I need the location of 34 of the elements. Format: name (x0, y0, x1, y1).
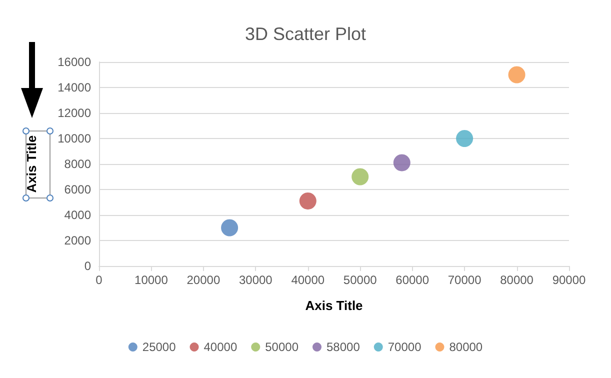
x-tick-label: 80000 (500, 273, 534, 287)
y-tick-label: 0 (84, 259, 92, 273)
y-tick-label: 12000 (58, 106, 92, 120)
y-tick-label: 4000 (64, 208, 92, 222)
legend-label: 25000 (142, 340, 176, 354)
x-axis-title: Axis Title (305, 298, 363, 313)
point (456, 130, 474, 147)
x-tick-label: 0 (96, 273, 103, 287)
y-tick-label: 2000 (64, 234, 92, 248)
x-tick-label: 60000 (396, 273, 430, 287)
x-tick-label: 90000 (552, 273, 586, 287)
y-tick-label: 8000 (64, 157, 92, 171)
legend-label: 70000 (388, 340, 422, 354)
legend-label: 50000 (265, 340, 299, 354)
x-tick-label: 20000 (186, 273, 220, 287)
y-tick-label: 10000 (58, 132, 92, 146)
x-tick-label: 30000 (238, 273, 273, 287)
y-axis-title: Axis Title (24, 135, 39, 193)
x-tick-label: 10000 (134, 273, 168, 287)
point (221, 219, 238, 236)
legend-label: 40000 (204, 340, 238, 354)
y-tick-label: 16000 (58, 55, 92, 69)
x-tick-label: 50000 (343, 273, 378, 287)
legend-label: 80000 (449, 340, 483, 354)
point (352, 168, 369, 186)
legend-label: 58000 (326, 340, 360, 354)
y-tick-label: 6000 (64, 182, 92, 196)
y-tick-label: 14000 (58, 80, 92, 94)
x-tick-label: 40000 (291, 273, 325, 287)
chart-title: 3D Scatter Plot (244, 24, 366, 44)
point (299, 192, 316, 210)
point (393, 154, 410, 172)
x-tick-label: 70000 (448, 273, 482, 287)
point (508, 66, 526, 84)
